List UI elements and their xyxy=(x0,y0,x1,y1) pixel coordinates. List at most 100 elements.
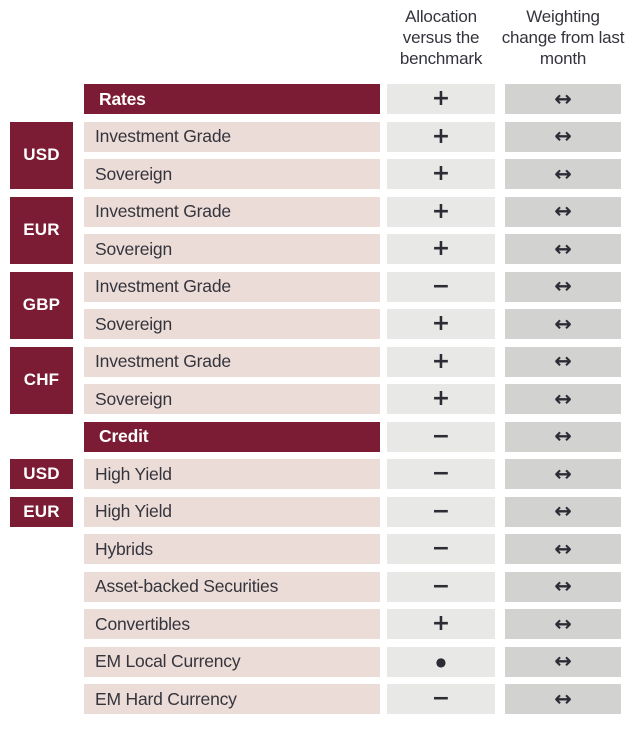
left-right-arrow-icon: ↔ xyxy=(554,536,572,561)
currency-label-gbp: GBP xyxy=(10,271,73,339)
table-row: Investment Grade + ↔ xyxy=(84,346,621,377)
left-right-arrow-icon: ↔ xyxy=(554,86,572,111)
allocation-cell: − xyxy=(387,496,495,527)
table-row: Investment Grade + ↔ xyxy=(84,196,621,227)
allocation-cell: ● xyxy=(387,646,495,677)
allocation-cell: + xyxy=(387,346,495,377)
table-row: High Yield − ↔ xyxy=(84,496,621,527)
currency-label-chf: CHF xyxy=(10,346,73,414)
column-header-weighting: Weighting change from last month xyxy=(501,7,625,68)
row-label: High Yield xyxy=(84,459,380,489)
plus-icon: + xyxy=(431,611,451,636)
allocation-cell: − xyxy=(387,684,495,714)
weighting-cell: ↔ xyxy=(505,121,621,152)
row-label: Sovereign xyxy=(84,309,380,339)
left-right-arrow-icon: ↔ xyxy=(554,611,572,636)
currency-label-eur: EUR xyxy=(10,496,73,527)
allocation-cell: + xyxy=(387,121,495,152)
table-row: Hybrids − ↔ xyxy=(84,534,621,564)
table-row: Sovereign + ↔ xyxy=(84,309,621,339)
left-right-arrow-icon: ↔ xyxy=(554,574,572,598)
left-right-arrow-icon: ↔ xyxy=(554,499,572,523)
minus-icon: − xyxy=(431,423,451,449)
table-row: Convertibles + ↔ xyxy=(84,609,621,639)
currency-label-eur: EUR xyxy=(10,196,73,264)
minus-icon: − xyxy=(431,536,451,561)
row-label: Sovereign xyxy=(84,384,380,414)
left-right-arrow-icon: ↔ xyxy=(554,686,572,711)
weighting-cell: ↔ xyxy=(505,459,621,489)
left-right-arrow-icon: ↔ xyxy=(554,199,572,223)
row-label: EM Hard Currency xyxy=(84,684,380,714)
plus-icon: + xyxy=(431,161,451,186)
table-row: Credit − ↔ xyxy=(84,421,621,452)
minus-icon: − xyxy=(431,498,451,524)
plus-icon: + xyxy=(431,311,451,336)
minus-icon: − xyxy=(431,273,451,299)
table-body: Rates + ↔ Investment Grade + ↔ Sovereign… xyxy=(84,84,621,722)
minus-icon: − xyxy=(431,461,451,486)
row-label: Investment Grade xyxy=(84,271,380,302)
weighting-cell: ↔ xyxy=(505,571,621,602)
allocation-cell: + xyxy=(387,84,495,114)
row-label: Investment Grade xyxy=(84,346,380,377)
row-label: High Yield xyxy=(84,496,380,527)
left-right-arrow-icon: ↔ xyxy=(554,349,572,373)
plus-icon: + xyxy=(431,123,451,149)
row-label: Rates xyxy=(84,84,380,114)
allocation-cell: − xyxy=(387,571,495,602)
row-label: Investment Grade xyxy=(84,121,380,152)
weighting-cell: ↔ xyxy=(505,421,621,452)
row-label: Sovereign xyxy=(84,159,380,189)
table-row: Investment Grade + ↔ xyxy=(84,121,621,152)
minus-icon: − xyxy=(431,686,451,711)
left-right-arrow-icon: ↔ xyxy=(554,124,572,148)
allocation-cell: − xyxy=(387,421,495,452)
table-row: Sovereign + ↔ xyxy=(84,384,621,414)
plus-icon: + xyxy=(431,348,451,374)
plus-icon: + xyxy=(431,198,451,224)
row-label: EM Local Currency xyxy=(84,646,380,677)
table-row: Investment Grade − ↔ xyxy=(84,271,621,302)
allocation-cell: + xyxy=(387,159,495,189)
left-right-arrow-icon: ↔ xyxy=(554,311,572,336)
weighting-cell: ↔ xyxy=(505,234,621,264)
weighting-cell: ↔ xyxy=(505,309,621,339)
left-right-arrow-icon: ↔ xyxy=(554,649,572,673)
left-right-arrow-icon: ↔ xyxy=(554,161,572,186)
table-row: Asset-backed Securities − ↔ xyxy=(84,571,621,602)
allocation-cell: + xyxy=(387,234,495,264)
allocation-cell: + xyxy=(387,309,495,339)
plus-icon: + xyxy=(431,386,451,411)
allocation-cell: − xyxy=(387,271,495,302)
minus-icon: − xyxy=(431,573,451,599)
left-right-arrow-icon: ↔ xyxy=(554,236,572,261)
left-right-arrow-icon: ↔ xyxy=(554,461,572,486)
currency-label-usd: USD xyxy=(10,121,73,189)
plus-icon: + xyxy=(431,86,451,111)
dot-icon: ● xyxy=(435,654,447,669)
table-row: Sovereign + ↔ xyxy=(84,234,621,264)
row-label: Sovereign xyxy=(84,234,380,264)
weighting-cell: ↔ xyxy=(505,496,621,527)
row-label: Convertibles xyxy=(84,609,380,639)
currency-label-usd: USD xyxy=(10,459,73,489)
table-row: High Yield − ↔ xyxy=(84,459,621,489)
row-label: Hybrids xyxy=(84,534,380,564)
weighting-cell: ↔ xyxy=(505,384,621,414)
weighting-cell: ↔ xyxy=(505,684,621,714)
weighting-cell: ↔ xyxy=(505,646,621,677)
weighting-cell: ↔ xyxy=(505,609,621,639)
weighting-cell: ↔ xyxy=(505,196,621,227)
left-right-arrow-icon: ↔ xyxy=(554,424,572,448)
plus-icon: + xyxy=(431,236,451,261)
table-row: EM Local Currency ● ↔ xyxy=(84,646,621,677)
left-right-arrow-icon: ↔ xyxy=(554,274,572,298)
left-right-arrow-icon: ↔ xyxy=(554,386,572,411)
row-label: Investment Grade xyxy=(84,196,380,227)
allocation-cell: + xyxy=(387,196,495,227)
allocation-cell: + xyxy=(387,384,495,414)
column-header-allocation: Allocation versus the benchmark xyxy=(399,7,483,68)
weighting-cell: ↔ xyxy=(505,84,621,114)
